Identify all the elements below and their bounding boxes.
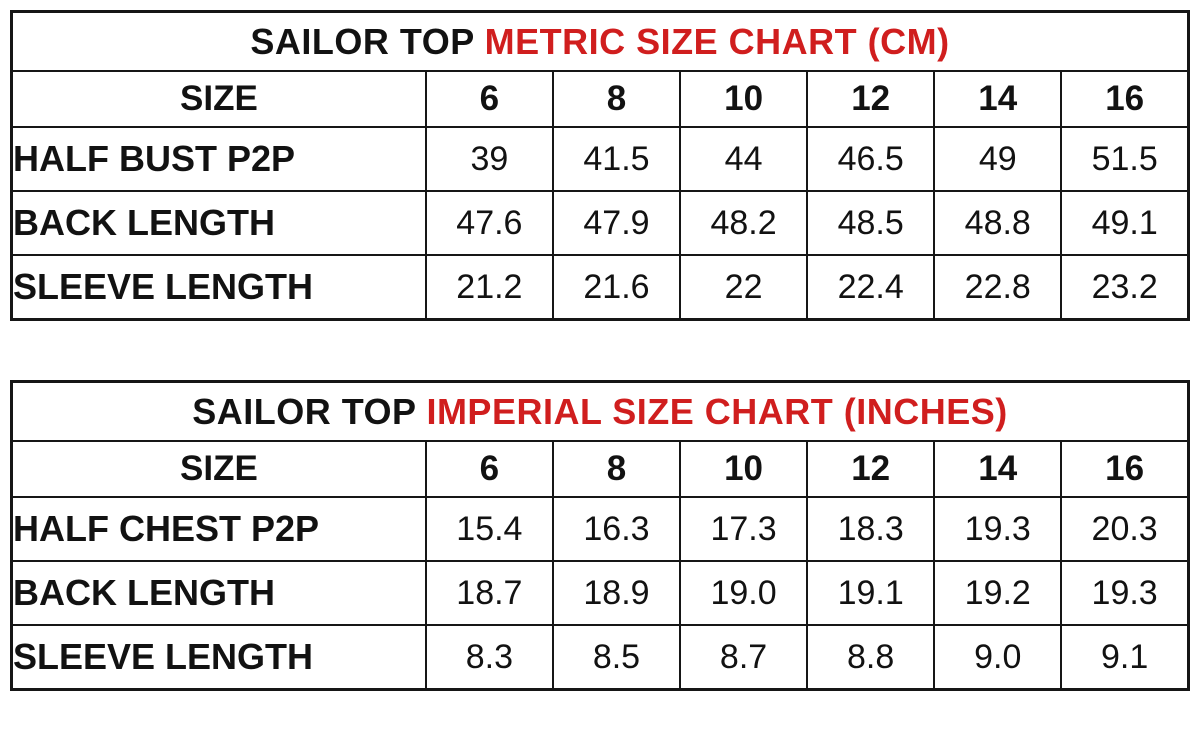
measurement-value: 21.2 (424, 254, 554, 321)
metric-sleeve-length-label: SLEEVE LENGTH (10, 254, 427, 321)
measurement-value: 51.5 (1060, 126, 1190, 192)
imperial-title-type: IMPERIAL SIZE CHART (INCHES) (426, 390, 1008, 432)
measurement-value: 21.6 (551, 254, 682, 321)
imperial-chart-title: SAILOR TOP IMPERIAL SIZE CHART (INCHES) (10, 380, 1190, 442)
measurement-value: 18.7 (424, 560, 554, 626)
measurement-value: 8.7 (679, 624, 809, 691)
table-row: BACK LENGTH 18.7 18.9 19.0 19.1 19.2 19.… (10, 560, 1190, 626)
metric-size-12: 12 (806, 70, 936, 128)
measurement-value: 17.3 (679, 496, 809, 562)
metric-back-length-label: BACK LENGTH (10, 190, 427, 256)
measurement-value: 22.4 (806, 254, 936, 321)
measurement-value: 20.3 (1060, 496, 1190, 562)
metric-title-product: SAILOR TOP (250, 20, 475, 62)
table-row: SLEEVE LENGTH 21.2 21.6 22 22.4 22.8 23.… (10, 254, 1190, 321)
metric-size-8: 8 (551, 70, 682, 128)
table-row: BACK LENGTH 47.6 47.9 48.2 48.5 48.8 49.… (10, 190, 1190, 256)
imperial-sleeve-length-label: SLEEVE LENGTH (10, 624, 427, 691)
measurement-value: 49.1 (1060, 190, 1190, 256)
imperial-size-6: 6 (424, 440, 554, 498)
metric-half-bust-label: HALF BUST P2P (10, 126, 427, 192)
measurement-value: 18.3 (806, 496, 936, 562)
measurement-value: 49 (933, 126, 1063, 192)
metric-size-header-label: SIZE (10, 70, 427, 128)
measurement-value: 48.2 (679, 190, 809, 256)
imperial-size-header-row: SIZE 6 8 10 12 14 16 (10, 440, 1190, 498)
measurement-value: 39 (424, 126, 554, 192)
imperial-title-row: SAILOR TOP IMPERIAL SIZE CHART (INCHES) (10, 380, 1190, 442)
measurement-value: 8.8 (806, 624, 936, 691)
table-row: SLEEVE LENGTH 8.3 8.5 8.7 8.8 9.0 9.1 (10, 624, 1190, 691)
measurement-value: 41.5 (551, 126, 682, 192)
size-chart-page: SAILOR TOP METRIC SIZE CHART (CM) SIZE 6… (10, 10, 1190, 691)
metric-size-header-row: SIZE 6 8 10 12 14 16 (10, 70, 1190, 128)
imperial-size-chart-table: SAILOR TOP IMPERIAL SIZE CHART (INCHES) … (10, 380, 1190, 691)
imperial-size-16: 16 (1060, 440, 1190, 498)
measurement-value: 19.2 (933, 560, 1063, 626)
measurement-value: 8.3 (424, 624, 554, 691)
imperial-size-header-label: SIZE (10, 440, 427, 498)
imperial-size-12: 12 (806, 440, 936, 498)
measurement-value: 19.3 (1060, 560, 1190, 626)
metric-title-row: SAILOR TOP METRIC SIZE CHART (CM) (10, 10, 1190, 72)
imperial-half-chest-label: HALF CHEST P2P (10, 496, 427, 562)
measurement-value: 9.1 (1060, 624, 1190, 691)
measurement-value: 19.3 (933, 496, 1063, 562)
metric-title-type: METRIC SIZE CHART (CM) (484, 20, 950, 62)
measurement-value: 8.5 (551, 624, 682, 691)
measurement-value: 44 (679, 126, 809, 192)
measurement-value: 48.5 (806, 190, 936, 256)
imperial-size-14: 14 (933, 440, 1063, 498)
measurement-value: 15.4 (424, 496, 554, 562)
measurement-value: 18.9 (551, 560, 682, 626)
measurement-value: 47.9 (551, 190, 682, 256)
measurement-value: 9.0 (933, 624, 1063, 691)
imperial-size-8: 8 (551, 440, 682, 498)
metric-size-10: 10 (679, 70, 809, 128)
imperial-size-10: 10 (679, 440, 809, 498)
measurement-value: 23.2 (1060, 254, 1190, 321)
imperial-title-product: SAILOR TOP (192, 390, 416, 432)
measurement-value: 16.3 (551, 496, 682, 562)
metric-chart-title: SAILOR TOP METRIC SIZE CHART (CM) (10, 10, 1190, 72)
table-row: HALF CHEST P2P 15.4 16.3 17.3 18.3 19.3 … (10, 496, 1190, 562)
measurement-value: 22.8 (933, 254, 1063, 321)
metric-size-6: 6 (424, 70, 554, 128)
measurement-value: 19.1 (806, 560, 936, 626)
measurement-value: 22 (679, 254, 809, 321)
measurement-value: 19.0 (679, 560, 809, 626)
measurement-value: 47.6 (424, 190, 554, 256)
table-row: HALF BUST P2P 39 41.5 44 46.5 49 51.5 (10, 126, 1190, 192)
metric-size-14: 14 (933, 70, 1063, 128)
metric-size-16: 16 (1060, 70, 1190, 128)
measurement-value: 46.5 (806, 126, 936, 192)
measurement-value: 48.8 (933, 190, 1063, 256)
imperial-back-length-label: BACK LENGTH (10, 560, 427, 626)
metric-size-chart-table: SAILOR TOP METRIC SIZE CHART (CM) SIZE 6… (10, 10, 1190, 321)
